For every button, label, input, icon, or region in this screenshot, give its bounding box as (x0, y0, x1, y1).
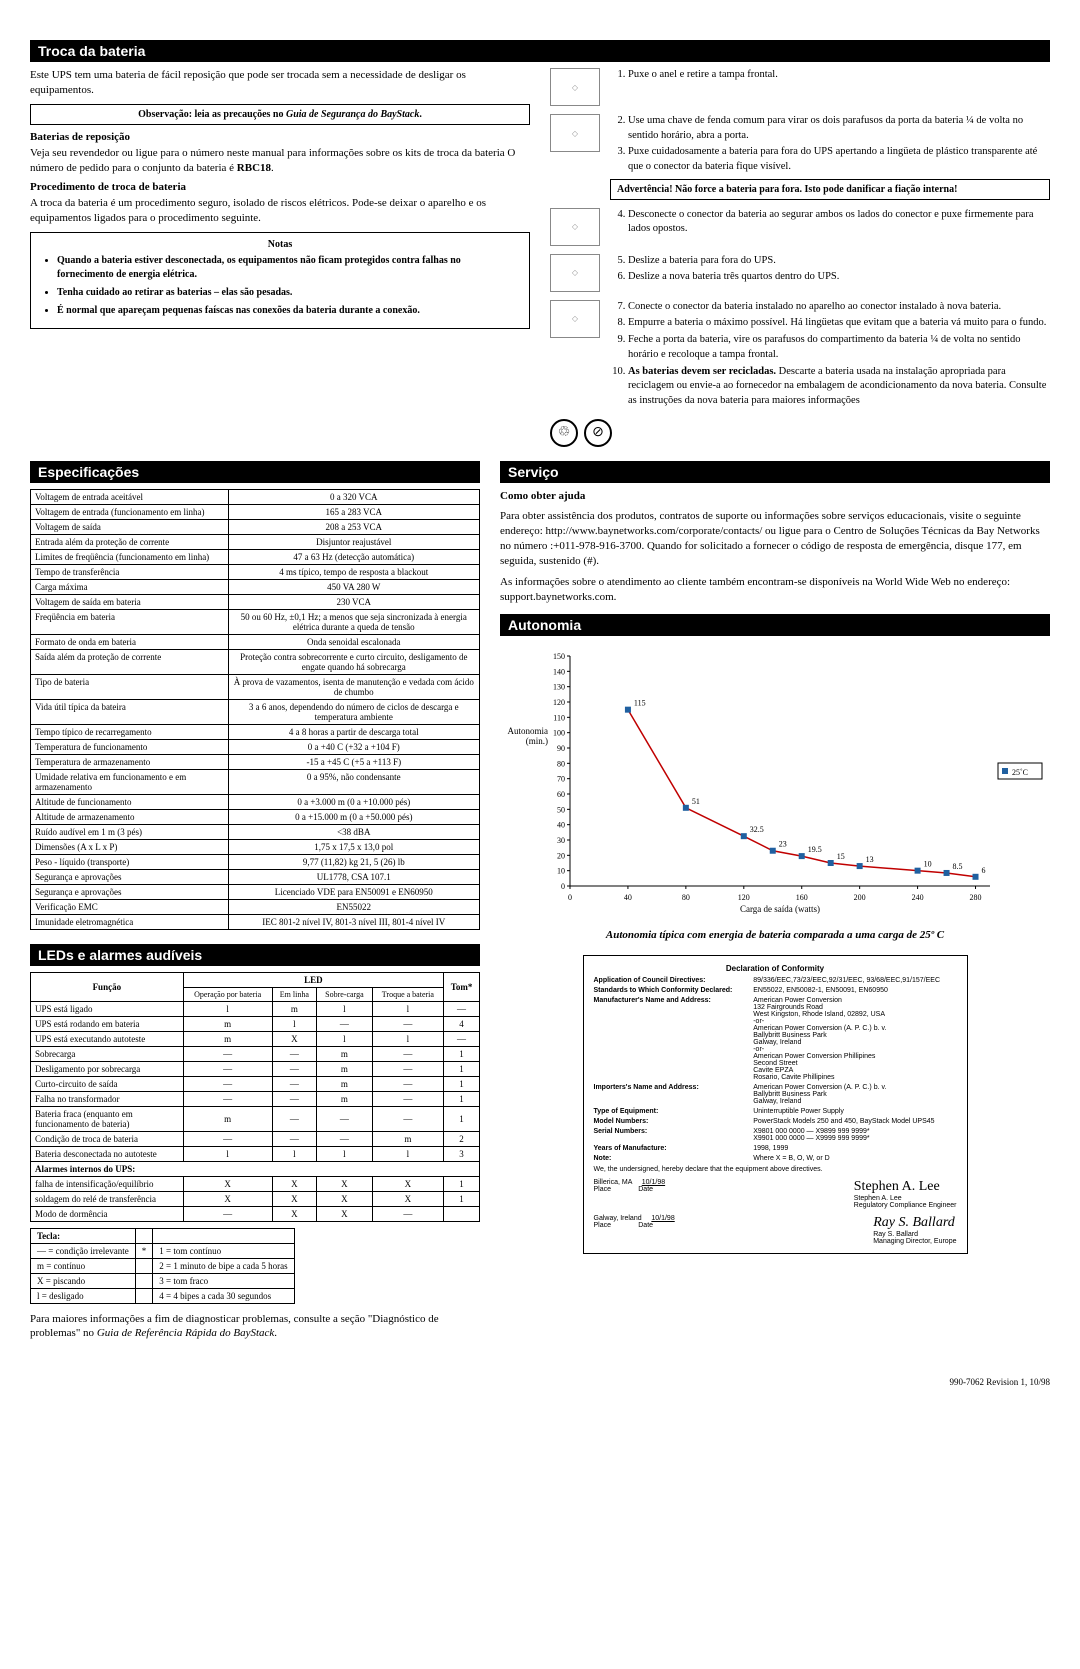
spec-table: Voltagem de entrada aceitável0 a 320 VCA… (30, 489, 480, 930)
note-3: É normal que apareçam pequenas faíscas n… (57, 304, 519, 318)
doc-title: Declaration of Conformity (594, 964, 957, 973)
svg-text:10: 10 (557, 867, 565, 876)
no-trash-icon: ⊘ (584, 419, 612, 447)
svg-text:25˚C: 25˚C (1012, 768, 1028, 777)
section-service: Serviço (500, 461, 1050, 483)
svg-text:23: 23 (779, 840, 787, 849)
svg-text:280: 280 (970, 893, 982, 902)
svg-text:15: 15 (837, 852, 845, 861)
procedure-text: A troca da bateria é um procedimento seg… (30, 196, 530, 226)
step-1: Puxe o anel e retire a tampa frontal. (628, 68, 1050, 83)
key-table: Tecla:— = condição irrelevante*1 = tom c… (30, 1228, 295, 1304)
step-3: Puxe cuidadosamente a bateria para fora … (628, 145, 1050, 174)
chart-caption: Autonomia típica com energia de bateria … (500, 929, 1050, 941)
page-footer: 990-7062 Revision 1, 10/98 (30, 1377, 1050, 1387)
svg-text:70: 70 (557, 775, 565, 784)
step-diagram-3: ◇ (550, 208, 600, 246)
svg-text:13: 13 (866, 856, 874, 865)
svg-text:140: 140 (553, 668, 565, 677)
service-p2: As informações sobre o atendimento ao cl… (500, 575, 1050, 605)
note-1: Quando a bateria estiver desconectada, o… (57, 254, 519, 282)
signature-1: Stephen A. Lee (854, 1179, 957, 1195)
led-footer: Para maiores informações a fim de diagno… (30, 1312, 480, 1342)
autonomy-chart: Autonomia (min.) 01020304050607080901001… (540, 646, 1050, 919)
step-7: Conecte o conector da bateria instalado … (628, 300, 1050, 315)
svg-text:130: 130 (553, 683, 565, 692)
signature-2: Ray S. Ballard (873, 1215, 956, 1231)
svg-text:30: 30 (557, 836, 565, 845)
section-leds: LEDs e alarmes audíveis (30, 944, 480, 966)
step-6: Deslize a nova bateria três quartos dent… (628, 270, 1050, 285)
service-p1: Para obter assistência dos produtos, con… (500, 509, 1050, 568)
svg-text:40: 40 (624, 893, 632, 902)
step-8: Empurre a bateria o máximo possível. Há … (628, 316, 1050, 331)
warning-box: Advertência! Não force a bateria para fo… (610, 179, 1050, 200)
svg-text:160: 160 (796, 893, 808, 902)
svg-text:10: 10 (924, 860, 932, 869)
svg-text:51: 51 (692, 797, 700, 806)
svg-text:20: 20 (557, 852, 565, 861)
step-diagram-4: ◇ (550, 254, 600, 292)
svg-text:32.5: 32.5 (750, 826, 764, 835)
svg-text:200: 200 (854, 893, 866, 902)
svg-text:100: 100 (553, 729, 565, 738)
replacement-text: Veja seu revendedor ou ligue para o núme… (30, 146, 530, 176)
svg-text:0: 0 (561, 882, 565, 891)
chart-svg: 0 10 20 30 40 50 60 70 80 90 100 110 120 130 140 150 0 40… (540, 646, 1050, 916)
step-9: Feche a porta da bateria, vire os parafu… (628, 333, 1050, 362)
section-battery-replace: Troca da bateria (30, 40, 1050, 62)
svg-text:115: 115 (634, 699, 646, 708)
step-10: As baterias devem ser recicladas. Descar… (628, 365, 1050, 409)
doc-declare: We, the undersigned, hereby declare that… (594, 1166, 957, 1173)
svg-text:Carga de saída (watts): Carga de saída (watts) (740, 904, 820, 914)
svg-text:120: 120 (738, 893, 750, 902)
note-2: Tenha cuidado ao retirar as baterias – e… (57, 286, 519, 300)
section-autonomy: Autonomia (500, 614, 1050, 636)
svg-text:80: 80 (682, 893, 690, 902)
step-4: Desconecte o conector da bateria ao segu… (628, 208, 1050, 237)
step-diagram-5: ◇ (550, 300, 600, 338)
recycle-icons: ♲ ⊘ (550, 419, 1050, 447)
svg-text:8.5: 8.5 (953, 862, 963, 871)
procedure-header: Procedimento de troca de bateria (30, 181, 530, 193)
declaration-box: Declaration of Conformity Application of… (583, 955, 968, 1254)
battery-intro: Este UPS tem uma bateria de fácil reposi… (30, 68, 530, 98)
observation-box: Observação: leia as precauções no Guia d… (30, 104, 530, 125)
help-header: Como obter ajuda (500, 489, 1050, 504)
svg-text:90: 90 (557, 744, 565, 753)
svg-text:40: 40 (557, 821, 565, 830)
notes-box: Notas Quando a bateria estiver desconect… (30, 232, 530, 329)
step-diagram-2: ◇ (550, 114, 600, 152)
svg-text:120: 120 (553, 698, 565, 707)
chart-ylabel: Autonomia (min.) (488, 726, 548, 746)
svg-text:19.5: 19.5 (808, 846, 822, 855)
svg-text:150: 150 (553, 652, 565, 661)
replacement-batteries-header: Baterias de reposição (30, 131, 530, 143)
svg-text:60: 60 (557, 790, 565, 799)
svg-text:80: 80 (557, 760, 565, 769)
svg-text:110: 110 (553, 714, 565, 723)
step-diagram-1: ◇ (550, 68, 600, 106)
section-specs: Especificações (30, 461, 480, 483)
svg-text:6: 6 (982, 866, 986, 875)
svg-text:0: 0 (568, 893, 572, 902)
step-2: Use uma chave de fenda comum para virar … (628, 114, 1050, 143)
svg-text:240: 240 (912, 893, 924, 902)
led-table: FunçãoLEDTom*Operação por bateriaEm linh… (30, 972, 480, 1222)
svg-text:50: 50 (557, 806, 565, 815)
step-5: Deslize a bateria para fora do UPS. (628, 254, 1050, 269)
recycle-icon: ♲ (550, 419, 578, 447)
